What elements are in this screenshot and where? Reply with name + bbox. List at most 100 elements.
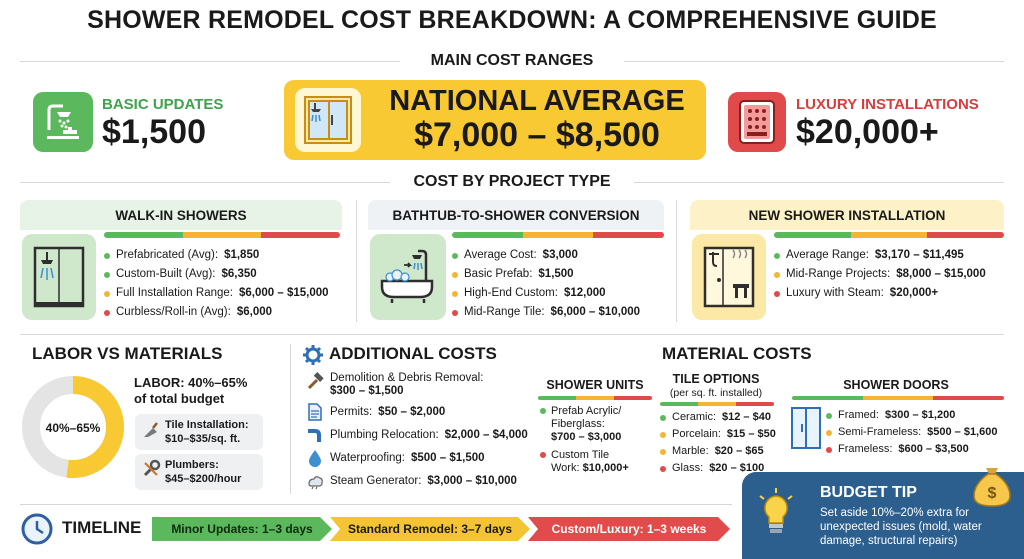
divider: [20, 334, 1004, 335]
list-item: Luxury with Steam: $20,000+: [774, 284, 986, 303]
divider: [624, 61, 1004, 62]
item-label: Glass:: [672, 462, 704, 474]
budget-tip-line3: damage, structural repairs): [820, 535, 958, 547]
walk-in-title: WALK-IN SHOWERS: [115, 208, 247, 223]
list-item: Average Cost: $3,000: [452, 246, 640, 265]
bullet-dot: [452, 252, 458, 259]
list-item: Frameless: $600 – $3,500: [826, 441, 997, 458]
item-label: Mid-Range Tile:: [464, 306, 545, 318]
budget-tip-line2: unexpected issues (mold, water: [820, 521, 982, 533]
bullet-dot: [104, 271, 110, 278]
new-install-title: NEW SHOWER INSTALLATION: [748, 208, 946, 223]
tile-colorbar: [660, 402, 774, 406]
item-value: $6,000 – $15,000: [238, 287, 329, 299]
conversion-list: Average Cost: $3,000 Basic Prefab: $1,500 …: [452, 246, 640, 322]
shower-stall-icon: [295, 88, 361, 152]
shower-doors-title: SHOWER DOORS: [843, 378, 949, 392]
item-value: $20 – $65: [714, 445, 764, 457]
donut-labor-arc: [22, 376, 124, 478]
item-value: $6,000: [236, 306, 273, 318]
additional-item-permits: Permits: $50 – $2,000: [306, 403, 445, 421]
item-label: Basic Prefab:: [464, 268, 533, 280]
timeline-step-minor: Minor Updates: 1–3 days: [152, 517, 332, 541]
unit-line2: Work:: [551, 462, 580, 474]
tile-line1: Tile Installation:: [165, 419, 249, 431]
page-title: SHOWER REMODEL COST BREAKDOWN: A COMPREH…: [87, 6, 937, 34]
bullet-dot: [660, 465, 666, 472]
timeline-step-luxury: Custom/Luxury: 1–3 weeks: [528, 517, 730, 541]
bullet-dot: [452, 309, 458, 316]
new-install-header-bg: [690, 200, 1004, 230]
labor-donut-chart: 40%–65%: [22, 376, 124, 478]
divider: [356, 200, 357, 322]
wrench-icon: [143, 459, 161, 477]
item-label: Mid-Range Projects:: [786, 268, 891, 280]
bullet-dot: [104, 290, 110, 297]
list-item: Mid-Range Tile: $6,000 – $10,000: [452, 303, 640, 322]
list-item: Custom Tile Work: $10,000+: [540, 449, 629, 475]
item-value: $6,350: [221, 268, 257, 280]
bullet-dot: [540, 408, 546, 414]
item-value: $3,170 – $11,495: [874, 249, 964, 261]
shower-units-title: SHOWER UNITS: [546, 378, 644, 392]
item-value: $20 – $100: [709, 462, 765, 474]
plumbers-line1: Plumbers:: [165, 459, 219, 471]
shower-faucet-icon: [33, 92, 93, 152]
divider: [20, 504, 732, 505]
walk-in-list: Prefabricated (Avg): $1,850 Custom-Built …: [104, 246, 329, 322]
labor-line1: LABOR: 40%–65%: [134, 375, 248, 390]
tile-options-title: TILE OPTIONS: [672, 372, 760, 386]
units-list: Prefab Acrylic/Fiberglass: $700 – $3,000 …: [540, 405, 629, 475]
additional-item-waterproofing: Waterproofing: $500 – $1,500: [306, 449, 485, 467]
luxury-value: $20,000+: [796, 113, 939, 151]
item-label: Plumbing Relocation:: [330, 429, 439, 441]
item-label: Semi-Frameless:: [838, 426, 922, 438]
bullet-dot: [774, 290, 780, 297]
list-item: Prefab Acrylic/Fiberglass: $700 – $3,000: [540, 405, 629, 444]
item-label: Ceramic:: [672, 411, 717, 423]
plumbers-pill: Plumbers: $45–$200/hour: [135, 454, 263, 490]
item-value: $1,500: [538, 268, 574, 280]
bullet-dot: [104, 309, 110, 316]
item-value: $12 – $40: [722, 411, 771, 423]
item-label: Frameless:: [838, 443, 893, 455]
divider: [634, 182, 1004, 183]
item-label: Framed:: [838, 409, 879, 421]
item-value: $3,000: [542, 249, 578, 261]
item-value: $2,000 – $4,000: [444, 429, 528, 441]
budget-tip-title: BUDGET TIP: [820, 484, 917, 501]
additional-item-steam: Steam Generator: $3,000 – $10,000: [306, 472, 517, 490]
bullet-dot: [826, 446, 832, 453]
timeline-label: TIMELINE: [62, 518, 142, 537]
conversion-title: BATHTUB-TO-SHOWER CONVERSION: [392, 208, 640, 223]
main-cost-ranges-heading: MAIN COST RANGES: [430, 52, 594, 69]
donut-label: 40%–65%: [46, 421, 101, 435]
list-item: Custom-Built (Avg): $6,350: [104, 265, 329, 284]
divider: [290, 344, 291, 494]
walk-in-header-bg: [20, 200, 342, 230]
item-value: $500 – $1,600: [927, 426, 998, 438]
labor-share-text: LABOR: 40%–65% of total budget: [134, 375, 247, 407]
bullet-dot: [774, 271, 780, 278]
tile-options-subtitle: (per sq. ft. installed): [669, 387, 763, 399]
conversion-colorbar: [452, 232, 664, 238]
walk-in-shower-icon: [22, 234, 96, 320]
bathtub-to-shower-icon: [370, 234, 446, 320]
list-item: Mid-Range Projects: $8,000 – $15,000: [774, 265, 986, 284]
item-label: Permits:: [330, 406, 373, 418]
timeline-step-standard: Standard Remodel: 3–7 days: [330, 517, 530, 541]
list-item: Marble: $20 – $65: [660, 443, 776, 460]
unit-line2: Fiberglass:: [551, 418, 605, 430]
list-item: Curbless/Roll-in (Avg): $6,000: [104, 303, 329, 322]
list-item: Ceramic: $12 – $40: [660, 409, 776, 426]
item-label: Marble:: [672, 445, 709, 457]
cost-by-project-type-heading: COST BY PROJECT TYPE: [413, 173, 611, 190]
item-value: $300 – $1,200: [884, 409, 956, 421]
lightbulb-icon: [759, 488, 793, 533]
bullet-dot: [452, 271, 458, 278]
tile-list: Ceramic: $12 – $40 Porcelain: $15 – $50 Ma…: [660, 409, 776, 477]
material-heading: MATERIAL COSTS: [662, 344, 812, 363]
unit-line1: Prefab Acrylic/: [551, 405, 622, 417]
bullet-dot: [660, 448, 666, 455]
money-bag-icon: $: [973, 468, 1011, 507]
